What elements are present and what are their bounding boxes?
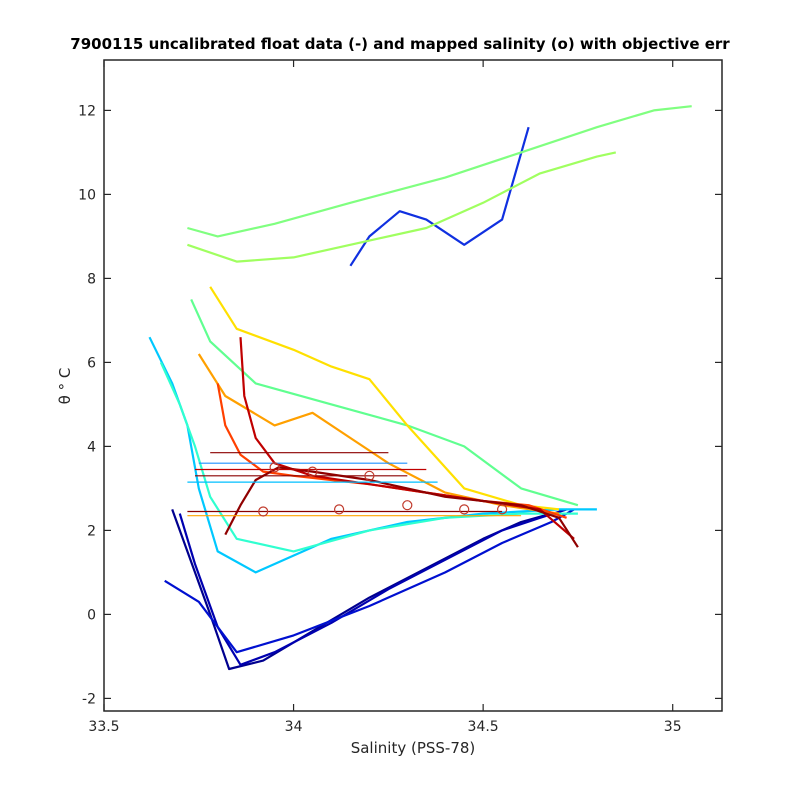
x-tick-label-2: 34.5 — [468, 719, 499, 735]
series-line-11 — [216, 383, 567, 519]
mapped-marker-1 — [307, 466, 318, 477]
series-line-2 — [164, 508, 575, 654]
y-axis: -2 0 2 4 6 8 10 12 — [78, 103, 722, 707]
y-axis-label: θ ° C — [56, 368, 74, 405]
series-line-6 — [187, 105, 692, 238]
series-line-4 — [148, 336, 597, 574]
y-tick-label-3: 4 — [87, 439, 96, 455]
x-tick-label-3: 35 — [664, 719, 682, 735]
y-tick-label-1: 0 — [87, 607, 96, 623]
y-tick-label-6: 10 — [78, 187, 96, 203]
series-line-1 — [178, 508, 567, 666]
mapped-marker-4 — [459, 504, 470, 515]
chart-title: 7900115 uncalibrated float data (-) and … — [70, 35, 730, 53]
series-line-7 — [187, 151, 617, 263]
series-line-8 — [190, 298, 579, 507]
x-axis-label: Salinity (PSS-78) — [351, 739, 476, 757]
mapped-marker-3 — [402, 500, 413, 511]
mapped-marker-5 — [497, 504, 508, 515]
axes-frame — [103, 59, 723, 712]
series-line-9 — [209, 286, 560, 511]
x-tick-label-0: 33.5 — [88, 719, 119, 735]
x-axis: 33.5 34 34.5 35 — [88, 60, 682, 735]
y-tick-label-7: 12 — [78, 103, 96, 119]
mapped-marker-0 — [269, 462, 280, 473]
y-tick-label-5: 8 — [87, 271, 96, 287]
plot-area — [148, 105, 692, 671]
y-tick-label-2: 2 — [87, 523, 96, 539]
series-line-10 — [197, 353, 560, 515]
series-line-5 — [159, 361, 578, 553]
series-line-3 — [349, 126, 530, 267]
mapped-marker-7 — [334, 504, 345, 515]
mapped-marker-2 — [364, 470, 375, 481]
series-line-13 — [224, 466, 579, 548]
y-tick-label-0: -2 — [82, 691, 96, 707]
mapped-marker-6 — [258, 506, 269, 517]
x-tick-label-1: 34 — [285, 719, 303, 735]
y-tick-label-4: 6 — [87, 355, 96, 371]
